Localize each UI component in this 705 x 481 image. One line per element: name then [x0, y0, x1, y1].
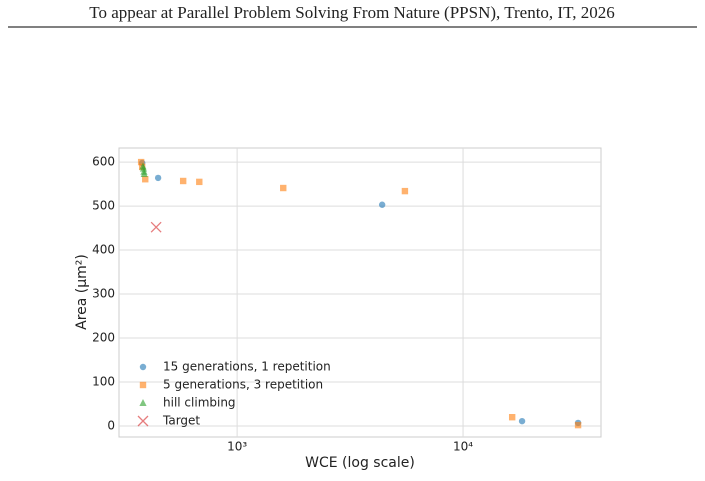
y-tick-label: 600 — [92, 155, 115, 169]
data-point — [518, 417, 526, 425]
legend-marker — [139, 381, 147, 389]
legend-label: hill climbing — [163, 396, 236, 410]
data-point — [142, 176, 149, 183]
y-tick-label: 300 — [92, 287, 115, 301]
y-tick-label: 400 — [92, 243, 115, 257]
y-tick-label: 0 — [107, 419, 115, 433]
legend-label: Target — [162, 414, 200, 428]
data-point — [154, 174, 162, 182]
legend-marker — [137, 415, 149, 427]
legend-marker — [139, 363, 147, 371]
y-axis-label: Area (μm²) — [74, 254, 90, 330]
plot-frame — [118, 147, 602, 438]
data-point — [280, 184, 287, 192]
data-point — [139, 164, 148, 172]
data-point — [140, 169, 148, 177]
page-header: To appear at Parallel Problem Solving Fr… — [89, 3, 614, 22]
data-point — [574, 421, 582, 429]
data-point — [196, 178, 203, 186]
y-tick-label: 200 — [92, 331, 115, 345]
x-axis-label: WCE (log scale) — [305, 455, 415, 471]
data-point — [179, 177, 187, 185]
y-tick-label: 500 — [92, 199, 115, 213]
legend-label: 15 generations, 1 repetition — [163, 360, 331, 374]
legend-marker — [139, 399, 147, 406]
data-point — [378, 201, 386, 208]
x-tick-label: 10³ — [227, 440, 247, 454]
y-tick-label: 100 — [92, 375, 115, 389]
data-point — [508, 414, 516, 421]
data-point — [137, 158, 145, 166]
x-tick-label: 10⁴ — [453, 440, 473, 454]
data-point — [150, 221, 162, 233]
legend-label: 5 generations, 3 repetition — [163, 378, 323, 392]
data-point — [401, 187, 409, 195]
